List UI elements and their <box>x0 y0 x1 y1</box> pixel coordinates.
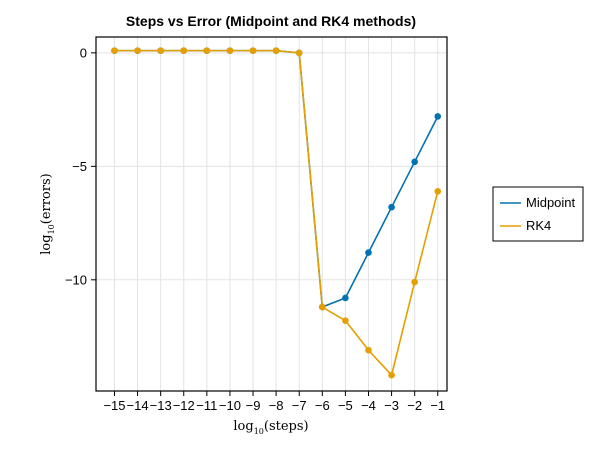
legend: Midpoint RK4 <box>492 186 584 242</box>
x-tick-label: −3 <box>384 398 399 413</box>
data-point-midpoint <box>342 294 349 302</box>
data-point-rk4 <box>434 188 442 195</box>
legend-box <box>492 186 584 242</box>
data-point-midpoint <box>411 158 418 166</box>
x-axis-label-sub: 10 <box>254 427 264 436</box>
data-point-midpoint <box>434 113 442 120</box>
axis-ticks: −15 −14 −13 −12 −11 −10 −9 −8 −7 −6 −5 −4 −3 −2 −10−5−… <box>65 45 445 413</box>
data-point-rk4 <box>249 47 257 54</box>
plot-area <box>111 47 442 379</box>
data-point-rk4 <box>388 371 395 379</box>
data-point-rk4 <box>134 47 141 54</box>
data-point-midpoint <box>365 249 372 256</box>
data-point-rk4 <box>111 47 118 54</box>
chart-title: Steps vs Error (Midpoint and RK4 methods… <box>126 13 416 29</box>
y-axis-label-base: log <box>39 234 54 254</box>
data-point-rk4 <box>157 47 164 54</box>
x-axis-label-base: log <box>233 419 253 434</box>
data-point-rk4 <box>203 47 211 54</box>
x-tick-label: −11 <box>196 398 217 413</box>
x-axis-label: log10(steps) <box>233 419 308 436</box>
data-point-rk4 <box>411 278 418 286</box>
y-tick-label: −10 <box>65 272 87 287</box>
data-point-rk4 <box>295 49 303 57</box>
legend-label-rk4: RK4 <box>526 218 551 233</box>
data-point-midpoint <box>388 203 395 211</box>
x-tick-label: −1 <box>430 398 445 413</box>
x-tick-label: −13 <box>150 398 172 413</box>
x-tick-label: −10 <box>219 398 241 413</box>
plot-frame <box>95 36 448 392</box>
grid <box>96 37 447 391</box>
data-point-rk4 <box>342 317 349 324</box>
y-axis-label: log10(errors) <box>39 173 56 254</box>
x-tick-label: −8 <box>269 398 284 413</box>
data-point-rk4 <box>180 47 188 54</box>
x-tick-label: −7 <box>292 398 307 413</box>
x-tick-label: −12 <box>173 398 195 413</box>
y-axis-label-arg: (errors) <box>39 173 54 224</box>
x-axis-label-arg: (steps) <box>264 419 309 434</box>
x-tick-label: −6 <box>315 398 330 413</box>
x-tick-label: −14 <box>127 398 149 413</box>
legend-label-midpoint: Midpoint <box>526 195 576 210</box>
x-tick-label: −4 <box>361 398 376 413</box>
x-tick-label: −9 <box>246 398 261 413</box>
data-point-rk4 <box>365 346 372 354</box>
y-axis-label-sub: 10 <box>47 224 56 234</box>
data-point-rk4 <box>272 47 280 54</box>
x-tick-label: −5 <box>338 398 353 413</box>
x-tick-label: −15 <box>103 398 125 413</box>
y-tick-label: 0 <box>80 45 87 60</box>
data-point-rk4 <box>226 47 234 54</box>
data-point-rk4 <box>319 303 326 311</box>
y-tick-label: −5 <box>72 159 87 174</box>
x-tick-label: −2 <box>407 398 422 413</box>
